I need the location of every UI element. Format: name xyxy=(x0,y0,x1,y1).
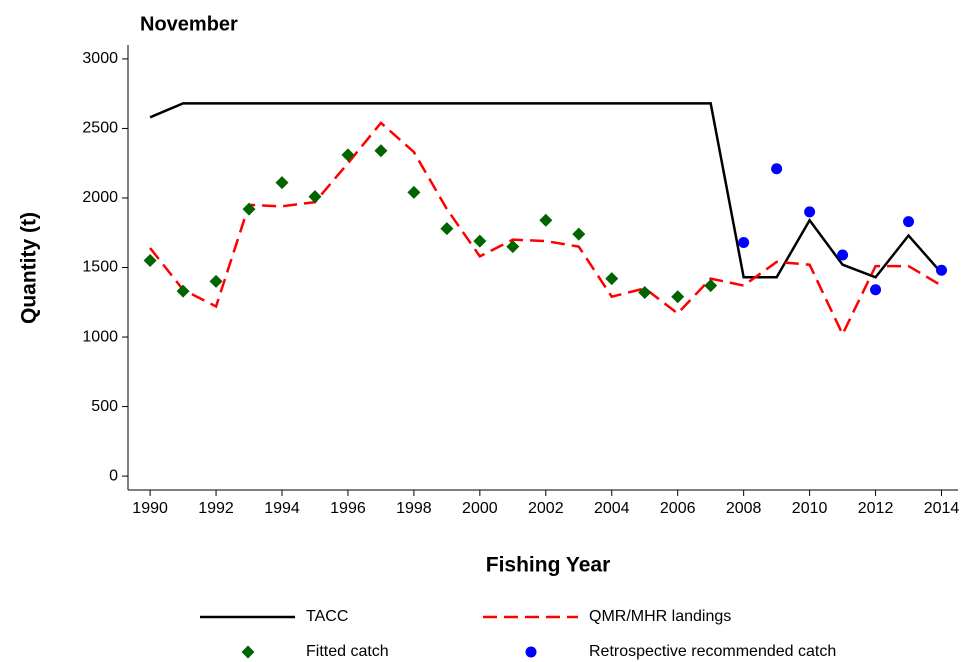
legend-swatch xyxy=(241,645,255,659)
data-point xyxy=(771,163,783,175)
data-point xyxy=(870,284,882,296)
x-tick-label: 1990 xyxy=(132,500,168,517)
x-axis-title: Fishing Year xyxy=(486,554,611,577)
series-line xyxy=(149,121,943,338)
data-point xyxy=(209,274,223,288)
data-point xyxy=(473,234,487,248)
x-tick-label: 2008 xyxy=(726,500,762,517)
chart-title: November xyxy=(140,13,238,35)
series-line xyxy=(149,102,943,279)
data-point xyxy=(738,236,750,248)
x-tick-label: 1996 xyxy=(330,500,366,517)
x-tick-label: 2010 xyxy=(792,500,828,517)
data-point xyxy=(704,279,718,293)
x-tick-label: 1998 xyxy=(396,500,432,517)
data-point xyxy=(506,240,520,254)
data-point xyxy=(837,249,849,261)
y-tick-label: 3000 xyxy=(82,50,118,67)
data-point xyxy=(936,264,948,276)
data-point xyxy=(143,254,157,268)
legend-label: QMR/MHR landings xyxy=(589,608,731,625)
x-tick-label: 2014 xyxy=(924,500,960,517)
x-tick-label: 2012 xyxy=(858,500,894,517)
y-tick-label: 2500 xyxy=(82,120,118,137)
x-tick-label: 2002 xyxy=(528,500,564,517)
x-tick-label: 2004 xyxy=(594,500,630,517)
y-tick-label: 1000 xyxy=(82,328,118,345)
data-point xyxy=(572,227,586,241)
x-tick-label: 1992 xyxy=(198,500,234,517)
data-point xyxy=(275,176,289,190)
data-point xyxy=(804,206,816,218)
legend-label: Fitted catch xyxy=(306,643,389,660)
data-point xyxy=(374,144,388,158)
data-point xyxy=(308,190,322,204)
data-point xyxy=(903,216,915,228)
data-point xyxy=(341,148,355,162)
data-point xyxy=(638,286,652,300)
data-point xyxy=(605,272,619,286)
data-point xyxy=(671,290,685,304)
legend-label: Retrospective recommended catch xyxy=(589,643,836,660)
y-tick-label: 2000 xyxy=(82,189,118,206)
y-tick-label: 500 xyxy=(91,398,118,415)
data-point xyxy=(407,185,421,199)
x-tick-label: 2006 xyxy=(660,500,696,517)
data-point xyxy=(539,213,553,227)
y-tick-label: 1500 xyxy=(82,259,118,276)
data-point xyxy=(440,222,454,236)
y-tick-label: 0 xyxy=(109,467,118,484)
legend-label: TACC xyxy=(306,608,348,625)
data-point xyxy=(242,202,256,216)
x-tick-label: 2000 xyxy=(462,500,498,517)
data-point xyxy=(176,284,190,298)
legend-swatch xyxy=(525,646,537,658)
x-tick-label: 1994 xyxy=(264,500,300,517)
y-axis-title: Quantity (t) xyxy=(18,212,41,324)
